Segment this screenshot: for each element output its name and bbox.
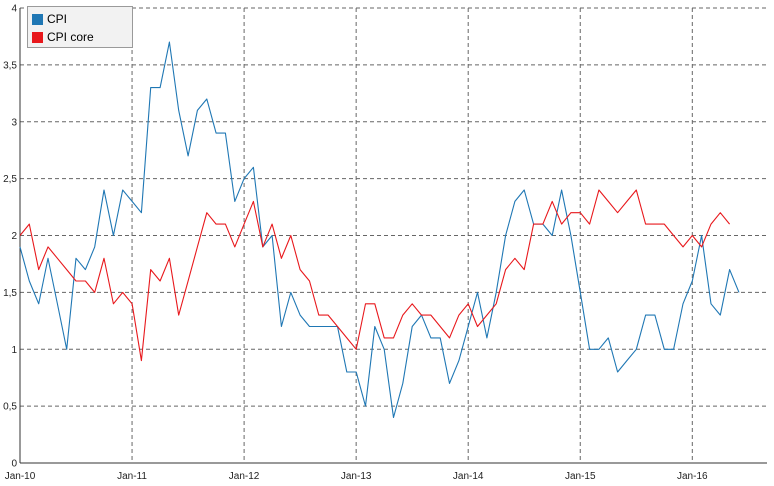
x-tick-label: Jan-12 (229, 471, 260, 482)
y-tick-label: 2,5 (3, 174, 17, 185)
series-line-cpi (19, 41, 740, 419)
legend: CPI CPI core (27, 6, 133, 48)
x-tick-label: Jan-11 (117, 471, 147, 482)
legend-label-cpi-core: CPI core (47, 30, 94, 44)
legend-item-cpi: CPI (32, 11, 67, 27)
legend-item-cpi-core: CPI core (32, 29, 94, 45)
x-tick-label: Jan-14 (453, 471, 484, 482)
x-tick-label: Jan-13 (341, 471, 372, 482)
y-tick-label: 3 (11, 117, 17, 128)
series-lines (19, 41, 740, 419)
legend-swatch-cpi-core (32, 31, 43, 43)
legend-swatch-cpi (32, 13, 43, 25)
x-tick-label: Jan-15 (565, 471, 596, 482)
y-tick-label: 1,5 (3, 288, 17, 299)
gridlines (20, 7, 767, 463)
y-tick-label: 3,5 (3, 60, 17, 71)
x-tick-labels: Jan-10 Jan-11 Jan-12 Jan-13 Jan-14 Jan-15 Jan-… (5, 471, 708, 482)
x-tick-label: Jan-16 (677, 471, 708, 482)
y-tick-label: 0,5 (3, 402, 17, 413)
y-tick-label: 4 (11, 4, 17, 15)
y-tick-label: 0 (11, 459, 17, 470)
y-tick-label: 1 (11, 345, 17, 356)
legend-label-cpi: CPI (47, 12, 68, 26)
y-tick-label: 2 (11, 231, 17, 242)
y-tick-labels: 0 0,5 1 1,5 2 2,5 3 3,5 4 (3, 4, 17, 470)
x-tick-label: Jan-10 (5, 471, 36, 482)
series-line-cpi-core (19, 189, 731, 362)
